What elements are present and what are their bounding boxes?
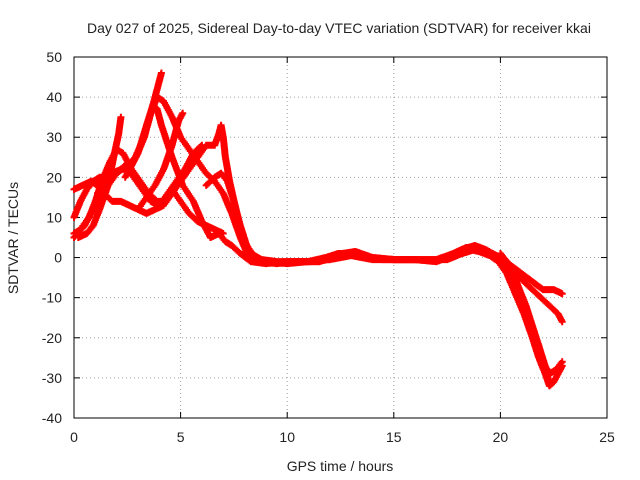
x-tick-label: 10: [279, 429, 295, 445]
y-tick-label: -40: [42, 410, 62, 426]
y-tick-label: -10: [42, 290, 62, 306]
data-series: [70, 69, 566, 390]
data-points: [70, 121, 566, 326]
y-axis-label: SDTVAR / TECUs: [5, 182, 21, 294]
series-track-g: [121, 69, 165, 181]
x-tick-label: 25: [599, 429, 615, 445]
y-tick-label: -20: [42, 330, 62, 346]
data-points: [202, 169, 566, 298]
x-tick-label: 15: [386, 429, 402, 445]
chart-title: Day 027 of 2025, Sidereal Day-to-day VTE…: [87, 20, 591, 36]
y-tick-label: 20: [46, 169, 62, 185]
data-points: [496, 250, 566, 378]
axis-ticks: 0 5 10 15 20 25 -40 -30 -20 -10 0 10 20 30 40 50: [42, 49, 615, 445]
data-points: [134, 109, 187, 213]
data-points: [94, 141, 206, 209]
x-tick-label: 5: [177, 429, 185, 445]
y-tick-label: 0: [54, 250, 62, 266]
series-track-h: [134, 109, 187, 213]
y-tick-label: 50: [46, 49, 62, 65]
y-tick-label: 30: [46, 129, 62, 145]
y-tick-label: 40: [46, 89, 62, 105]
x-tick-label: 0: [70, 429, 78, 445]
series-track-f: [94, 141, 206, 209]
series-track-i: [168, 185, 227, 237]
data-points: [168, 185, 227, 237]
series-track-c: [70, 121, 566, 326]
data-points: [121, 69, 165, 181]
series-track-j: [202, 169, 566, 298]
y-tick-label: -30: [42, 370, 62, 386]
x-tick-label: 20: [493, 429, 509, 445]
series-track-k: [496, 250, 566, 378]
x-axis-label: GPS time / hours: [287, 458, 394, 474]
y-tick-label: 10: [46, 209, 62, 225]
